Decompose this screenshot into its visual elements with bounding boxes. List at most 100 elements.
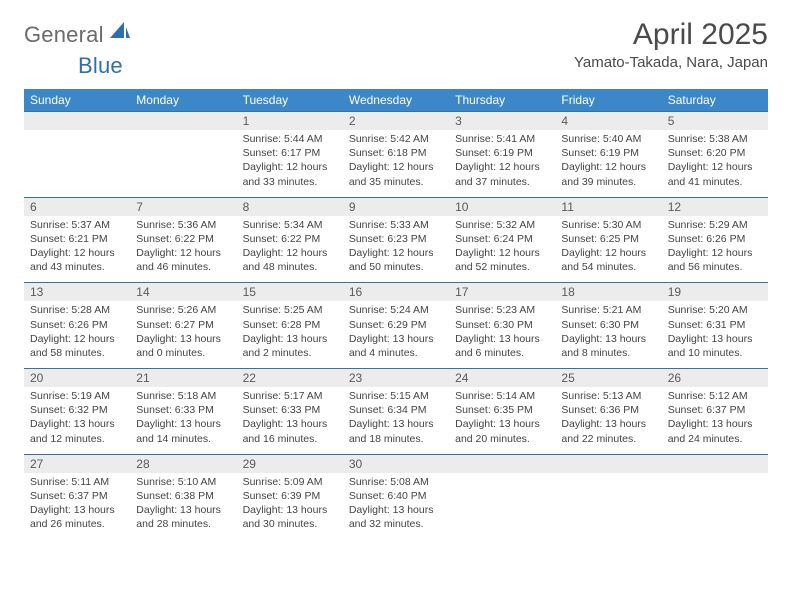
day-details: Sunrise: 5:23 AMSunset: 6:30 PMDaylight:… (449, 301, 555, 368)
brand-text-gray: General (24, 22, 104, 48)
day-details: Sunrise: 5:29 AMSunset: 6:26 PMDaylight:… (662, 216, 768, 283)
day-details: Sunrise: 5:37 AMSunset: 6:21 PMDaylight:… (24, 216, 130, 283)
title-block: April 2025 Yamato-Takada, Nara, Japan (574, 18, 768, 71)
day-cell: 5Sunrise: 5:38 AMSunset: 6:20 PMDaylight… (662, 112, 768, 197)
day-number: 1 (237, 112, 343, 130)
day-cell: 14Sunrise: 5:26 AMSunset: 6:27 PMDayligh… (130, 283, 236, 368)
day-cell: 19Sunrise: 5:20 AMSunset: 6:31 PMDayligh… (662, 283, 768, 368)
day-number: 27 (24, 455, 130, 473)
day-cell: 13Sunrise: 5:28 AMSunset: 6:26 PMDayligh… (24, 283, 130, 368)
day-cell: 25Sunrise: 5:13 AMSunset: 6:36 PMDayligh… (555, 369, 661, 454)
day-cell: 9Sunrise: 5:33 AMSunset: 6:23 PMDaylight… (343, 198, 449, 283)
empty-cell (24, 112, 130, 197)
day-details: Sunrise: 5:41 AMSunset: 6:19 PMDaylight:… (449, 130, 555, 197)
weekday-header: Friday (555, 89, 661, 111)
day-number: 29 (237, 455, 343, 473)
day-number: 22 (237, 369, 343, 387)
day-number: 26 (662, 369, 768, 387)
day-cell: 1Sunrise: 5:44 AMSunset: 6:17 PMDaylight… (237, 112, 343, 197)
day-details: Sunrise: 5:14 AMSunset: 6:35 PMDaylight:… (449, 387, 555, 454)
location-text: Yamato-Takada, Nara, Japan (574, 54, 768, 71)
day-details: Sunrise: 5:26 AMSunset: 6:27 PMDaylight:… (130, 301, 236, 368)
empty-day-bar (449, 455, 555, 473)
weekday-header: Tuesday (237, 89, 343, 111)
week-row: 6Sunrise: 5:37 AMSunset: 6:21 PMDaylight… (24, 197, 768, 283)
day-details: Sunrise: 5:40 AMSunset: 6:19 PMDaylight:… (555, 130, 661, 197)
day-cell: 12Sunrise: 5:29 AMSunset: 6:26 PMDayligh… (662, 198, 768, 283)
day-cell: 3Sunrise: 5:41 AMSunset: 6:19 PMDaylight… (449, 112, 555, 197)
day-cell: 22Sunrise: 5:17 AMSunset: 6:33 PMDayligh… (237, 369, 343, 454)
day-cell: 18Sunrise: 5:21 AMSunset: 6:30 PMDayligh… (555, 283, 661, 368)
day-cell: 16Sunrise: 5:24 AMSunset: 6:29 PMDayligh… (343, 283, 449, 368)
month-title: April 2025 (574, 18, 768, 52)
day-cell: 7Sunrise: 5:36 AMSunset: 6:22 PMDaylight… (130, 198, 236, 283)
day-details: Sunrise: 5:12 AMSunset: 6:37 PMDaylight:… (662, 387, 768, 454)
day-cell: 30Sunrise: 5:08 AMSunset: 6:40 PMDayligh… (343, 455, 449, 540)
day-number: 7 (130, 198, 236, 216)
weekday-header: Thursday (449, 89, 555, 111)
day-details: Sunrise: 5:28 AMSunset: 6:26 PMDaylight:… (24, 301, 130, 368)
day-details: Sunrise: 5:21 AMSunset: 6:30 PMDaylight:… (555, 301, 661, 368)
day-cell: 17Sunrise: 5:23 AMSunset: 6:30 PMDayligh… (449, 283, 555, 368)
weeks-container: 1Sunrise: 5:44 AMSunset: 6:17 PMDaylight… (24, 111, 768, 539)
day-details: Sunrise: 5:33 AMSunset: 6:23 PMDaylight:… (343, 216, 449, 283)
day-number: 3 (449, 112, 555, 130)
day-cell: 15Sunrise: 5:25 AMSunset: 6:28 PMDayligh… (237, 283, 343, 368)
day-number: 16 (343, 283, 449, 301)
day-number: 11 (555, 198, 661, 216)
day-cell: 27Sunrise: 5:11 AMSunset: 6:37 PMDayligh… (24, 455, 130, 540)
day-details: Sunrise: 5:13 AMSunset: 6:36 PMDaylight:… (555, 387, 661, 454)
empty-day-bar (130, 112, 236, 130)
day-number: 17 (449, 283, 555, 301)
calendar-page: General April 2025 Yamato-Takada, Nara, … (0, 0, 792, 539)
sail-icon (109, 22, 131, 45)
empty-cell (130, 112, 236, 197)
day-cell: 6Sunrise: 5:37 AMSunset: 6:21 PMDaylight… (24, 198, 130, 283)
day-number: 28 (130, 455, 236, 473)
day-number: 2 (343, 112, 449, 130)
day-cell: 26Sunrise: 5:12 AMSunset: 6:37 PMDayligh… (662, 369, 768, 454)
empty-cell (555, 455, 661, 540)
calendar-grid: SundayMondayTuesdayWednesdayThursdayFrid… (24, 89, 768, 539)
day-number: 14 (130, 283, 236, 301)
empty-cell (449, 455, 555, 540)
day-number: 19 (662, 283, 768, 301)
day-cell: 24Sunrise: 5:14 AMSunset: 6:35 PMDayligh… (449, 369, 555, 454)
day-number: 13 (24, 283, 130, 301)
day-details: Sunrise: 5:10 AMSunset: 6:38 PMDaylight:… (130, 473, 236, 540)
day-number: 20 (24, 369, 130, 387)
week-row: 13Sunrise: 5:28 AMSunset: 6:26 PMDayligh… (24, 282, 768, 368)
weekday-header-row: SundayMondayTuesdayWednesdayThursdayFrid… (24, 89, 768, 111)
weekday-header: Monday (130, 89, 236, 111)
week-row: 20Sunrise: 5:19 AMSunset: 6:32 PMDayligh… (24, 368, 768, 454)
day-cell: 29Sunrise: 5:09 AMSunset: 6:39 PMDayligh… (237, 455, 343, 540)
brand-text-blue: Blue (78, 53, 123, 78)
day-details: Sunrise: 5:08 AMSunset: 6:40 PMDaylight:… (343, 473, 449, 540)
day-details: Sunrise: 5:20 AMSunset: 6:31 PMDaylight:… (662, 301, 768, 368)
day-number: 10 (449, 198, 555, 216)
day-details: Sunrise: 5:15 AMSunset: 6:34 PMDaylight:… (343, 387, 449, 454)
day-cell: 11Sunrise: 5:30 AMSunset: 6:25 PMDayligh… (555, 198, 661, 283)
day-details: Sunrise: 5:30 AMSunset: 6:25 PMDaylight:… (555, 216, 661, 283)
day-cell: 8Sunrise: 5:34 AMSunset: 6:22 PMDaylight… (237, 198, 343, 283)
brand-logo: General (24, 18, 133, 48)
week-row: 27Sunrise: 5:11 AMSunset: 6:37 PMDayligh… (24, 454, 768, 540)
weekday-header: Sunday (24, 89, 130, 111)
day-details: Sunrise: 5:25 AMSunset: 6:28 PMDaylight:… (237, 301, 343, 368)
week-row: 1Sunrise: 5:44 AMSunset: 6:17 PMDaylight… (24, 111, 768, 197)
day-cell: 10Sunrise: 5:32 AMSunset: 6:24 PMDayligh… (449, 198, 555, 283)
day-cell: 4Sunrise: 5:40 AMSunset: 6:19 PMDaylight… (555, 112, 661, 197)
day-details: Sunrise: 5:34 AMSunset: 6:22 PMDaylight:… (237, 216, 343, 283)
weekday-header: Wednesday (343, 89, 449, 111)
empty-day-bar (662, 455, 768, 473)
day-number: 12 (662, 198, 768, 216)
day-details: Sunrise: 5:18 AMSunset: 6:33 PMDaylight:… (130, 387, 236, 454)
day-cell: 21Sunrise: 5:18 AMSunset: 6:33 PMDayligh… (130, 369, 236, 454)
day-details: Sunrise: 5:32 AMSunset: 6:24 PMDaylight:… (449, 216, 555, 283)
day-details: Sunrise: 5:17 AMSunset: 6:33 PMDaylight:… (237, 387, 343, 454)
day-number: 25 (555, 369, 661, 387)
day-details: Sunrise: 5:09 AMSunset: 6:39 PMDaylight:… (237, 473, 343, 540)
day-cell: 20Sunrise: 5:19 AMSunset: 6:32 PMDayligh… (24, 369, 130, 454)
day-number: 5 (662, 112, 768, 130)
day-cell: 23Sunrise: 5:15 AMSunset: 6:34 PMDayligh… (343, 369, 449, 454)
